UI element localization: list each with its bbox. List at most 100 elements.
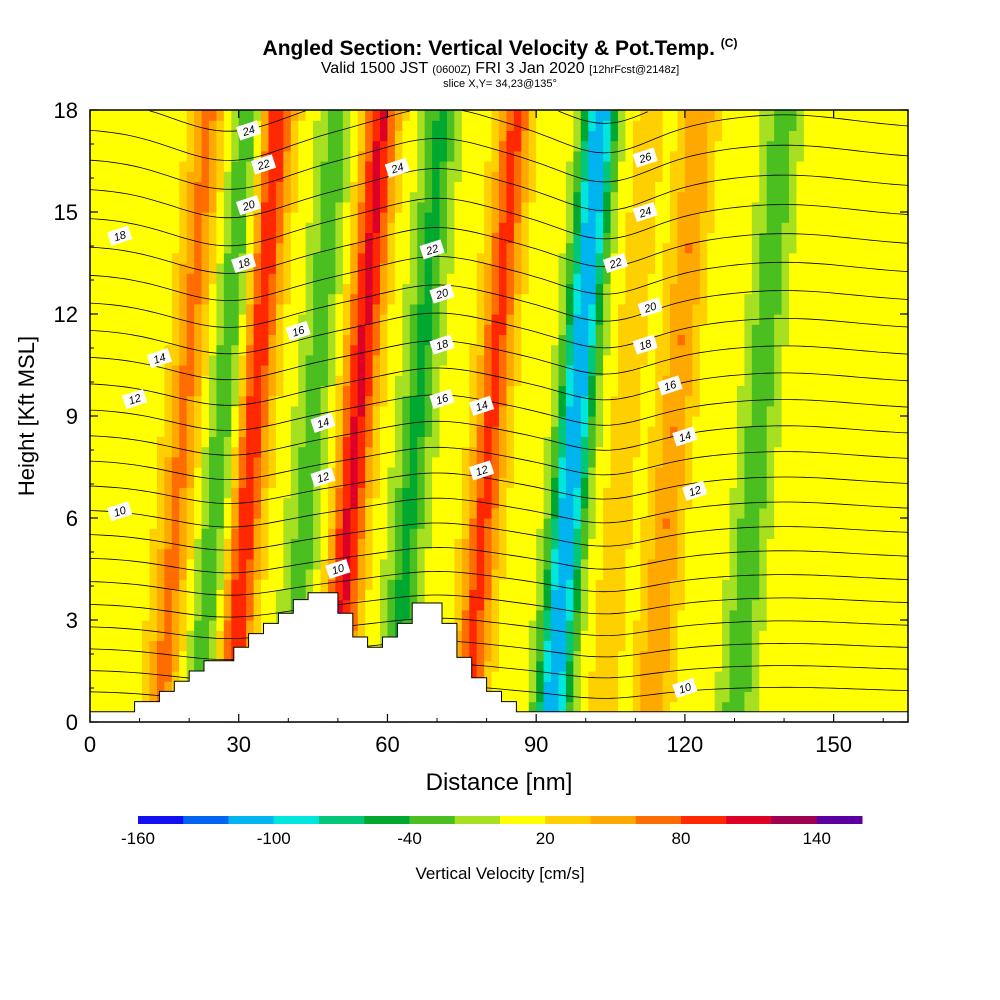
- velocity-cell: [238, 426, 247, 437]
- velocity-cell: [171, 599, 180, 611]
- velocity-cell: [127, 314, 136, 325]
- velocity-cell: [647, 497, 656, 509]
- velocity-cell: [900, 385, 909, 397]
- velocity-cell: [714, 507, 723, 519]
- velocity-cell: [149, 620, 158, 631]
- velocity-cell: [521, 467, 530, 478]
- velocity-cell: [707, 507, 716, 519]
- velocity-cell: [833, 405, 842, 417]
- velocity-cell: [305, 344, 314, 356]
- velocity-cell: [521, 681, 530, 692]
- velocity-cell: [863, 293, 872, 305]
- velocity-cell: [781, 314, 790, 325]
- velocity-cell: [595, 324, 604, 335]
- velocity-cell: [640, 273, 649, 284]
- velocity-cell: [662, 477, 671, 488]
- velocity-cell: [142, 569, 151, 580]
- velocity-cell: [305, 487, 314, 499]
- velocity-cell: [610, 640, 619, 652]
- velocity-cell: [506, 487, 515, 499]
- velocity-cell: [112, 405, 121, 417]
- velocity-cell: [290, 569, 299, 580]
- velocity-cell: [194, 426, 203, 437]
- velocity-cell: [380, 599, 389, 611]
- velocity-cell: [201, 528, 210, 539]
- velocity-cell: [246, 303, 255, 315]
- velocity-cell: [164, 589, 173, 601]
- velocity-cell: [327, 334, 336, 346]
- velocity-cell: [707, 701, 716, 713]
- velocity-cell: [179, 477, 188, 488]
- velocity-cell: [439, 467, 448, 478]
- velocity-cell: [640, 446, 649, 458]
- velocity-cell: [365, 385, 374, 397]
- velocity-cell: [469, 528, 478, 539]
- velocity-cell: [766, 456, 775, 468]
- velocity-cell: [506, 354, 515, 366]
- velocity-cell: [625, 283, 634, 295]
- velocity-cell: [298, 293, 307, 305]
- velocity-cell: [662, 558, 671, 570]
- velocity-cell: [551, 660, 560, 672]
- velocity-cell: [476, 558, 485, 570]
- velocity-cell: [818, 273, 827, 284]
- velocity-cell: [461, 548, 470, 560]
- velocity-cell: [104, 538, 113, 550]
- velocity-cell: [149, 405, 158, 417]
- velocity-cell: [736, 528, 745, 539]
- velocity-cell: [164, 436, 173, 448]
- velocity-cell: [632, 477, 641, 488]
- velocity-cell: [298, 252, 307, 264]
- velocity-cell: [327, 436, 336, 448]
- velocity-cell: [90, 436, 99, 448]
- velocity-cell: [417, 395, 426, 407]
- velocity-cell: [521, 375, 530, 386]
- velocity-cell: [134, 405, 143, 417]
- velocity-cell: [551, 548, 560, 560]
- velocity-cell: [870, 273, 879, 284]
- velocity-cell: [134, 569, 143, 580]
- velocity-cell: [142, 283, 151, 295]
- velocity-cell: [536, 303, 545, 315]
- velocity-cell: [833, 314, 842, 325]
- velocity-cell: [394, 599, 403, 611]
- velocity-cell: [149, 548, 158, 560]
- velocity-cell: [781, 487, 790, 499]
- velocity-cell: [677, 650, 686, 662]
- velocity-cell: [417, 558, 426, 570]
- velocity-cell: [558, 548, 567, 560]
- velocity-cell: [90, 334, 99, 346]
- velocity-cell: [655, 630, 664, 641]
- velocity-cell: [350, 293, 359, 305]
- velocity-cell: [736, 569, 745, 580]
- velocity-cell: [759, 416, 768, 427]
- velocity-cell: [134, 283, 143, 295]
- velocity-cell: [870, 630, 879, 641]
- velocity-cell: [588, 283, 597, 295]
- velocity-cell: [216, 416, 225, 427]
- velocity-cell: [179, 528, 188, 539]
- velocity-cell: [595, 681, 604, 692]
- velocity-cell: [736, 303, 745, 315]
- velocity-cell: [826, 456, 835, 468]
- velocity-cell: [350, 405, 359, 417]
- velocity-cell: [223, 303, 232, 315]
- velocity-cell: [536, 569, 545, 580]
- velocity-cell: [454, 518, 463, 529]
- velocity-cell: [142, 548, 151, 560]
- velocity-cell: [588, 375, 597, 386]
- velocity-cell: [878, 548, 887, 560]
- velocity-cell: [119, 609, 128, 621]
- velocity-cell: [662, 283, 671, 295]
- velocity-cell: [878, 558, 887, 570]
- velocity-cell: [640, 640, 649, 652]
- velocity-cell: [268, 273, 277, 284]
- velocity-cell: [179, 416, 188, 427]
- velocity-cell: [268, 395, 277, 407]
- velocity-cell: [409, 518, 418, 529]
- velocity-cell: [818, 487, 827, 499]
- velocity-cell: [432, 426, 441, 437]
- velocity-cell: [826, 701, 835, 713]
- velocity-cell: [714, 283, 723, 295]
- velocity-cell: [417, 579, 426, 590]
